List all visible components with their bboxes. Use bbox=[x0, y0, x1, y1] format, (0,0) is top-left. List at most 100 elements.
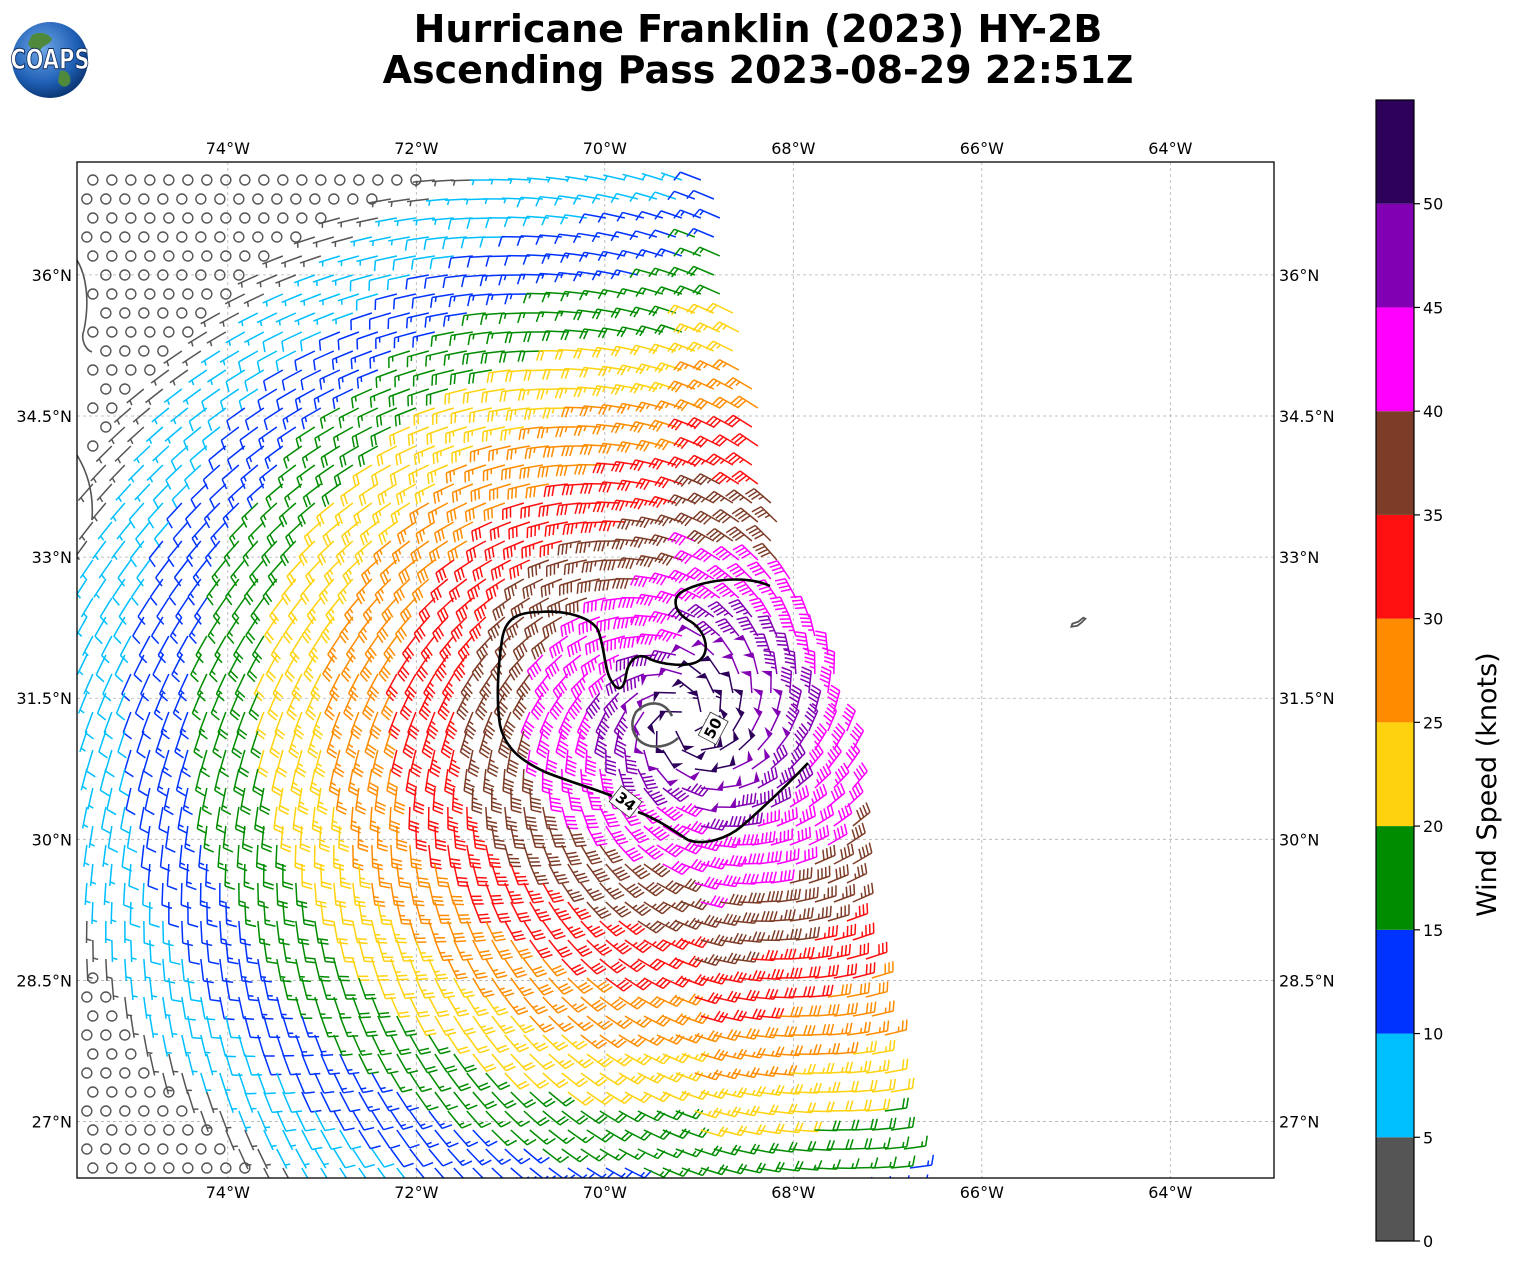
wind-barb bbox=[429, 255, 454, 270]
wind-barb bbox=[84, 882, 91, 905]
wind-barb bbox=[711, 321, 740, 333]
wind-barb bbox=[485, 844, 502, 868]
wind-barb bbox=[449, 369, 473, 385]
wind-barb bbox=[713, 582, 740, 599]
wind-barb bbox=[271, 231, 283, 243]
wind-barb bbox=[267, 692, 279, 721]
wind-barb bbox=[409, 1110, 433, 1130]
wind-barb bbox=[719, 932, 747, 945]
wind-barb bbox=[219, 882, 230, 909]
wind-barb bbox=[673, 512, 702, 527]
wind-barb bbox=[358, 901, 373, 926]
wind-barb bbox=[711, 359, 740, 371]
wind-barb bbox=[119, 193, 131, 205]
wind-barb bbox=[358, 1015, 378, 1038]
wind-barb bbox=[814, 1042, 841, 1055]
wind-barb bbox=[605, 977, 633, 992]
wind-barb bbox=[751, 1026, 779, 1039]
wind-barb bbox=[157, 345, 169, 357]
wind-barb bbox=[132, 407, 151, 425]
wind-barb bbox=[485, 920, 506, 942]
wind-barb bbox=[91, 901, 98, 925]
wind-barb bbox=[357, 407, 379, 428]
colorbar-tick-label: 50 bbox=[1423, 195, 1443, 214]
wind-barb bbox=[395, 616, 411, 643]
wind-barb bbox=[347, 768, 359, 797]
wind-barb bbox=[328, 768, 340, 797]
wind-barb bbox=[434, 1053, 458, 1074]
wind-barb bbox=[93, 578, 107, 599]
wind-barb bbox=[599, 1110, 627, 1124]
wind-barb bbox=[119, 269, 131, 281]
wind-barb bbox=[675, 955, 704, 968]
wind-barb bbox=[138, 345, 150, 357]
wind-barb bbox=[358, 1053, 379, 1075]
wind-barb bbox=[103, 882, 110, 906]
wind-barb bbox=[122, 711, 133, 740]
wind-barb bbox=[92, 540, 107, 561]
wind-barb bbox=[467, 331, 492, 346]
wind-barb bbox=[500, 464, 525, 481]
wind-barb bbox=[295, 749, 307, 778]
wind-barb bbox=[377, 1129, 401, 1150]
wind-barb bbox=[306, 597, 322, 625]
lon-tick-label-bottom: 66°W bbox=[960, 1183, 1004, 1202]
wind-barb bbox=[599, 958, 626, 974]
wind-barb bbox=[584, 749, 597, 777]
wind-barb bbox=[441, 673, 455, 702]
wind-barb bbox=[309, 768, 321, 797]
wind-barb bbox=[488, 178, 511, 185]
wind-barb bbox=[299, 825, 311, 853]
wind-barb bbox=[508, 654, 525, 681]
wind-barb bbox=[352, 1148, 376, 1169]
wind-barb bbox=[106, 1162, 118, 1174]
wind-barb bbox=[602, 635, 626, 653]
wind-barb bbox=[491, 1015, 516, 1035]
wind-barb bbox=[339, 1129, 362, 1150]
wind-barb bbox=[209, 483, 227, 509]
wind-barb bbox=[396, 1167, 406, 1178]
wind-barb bbox=[473, 597, 493, 622]
wind-barb bbox=[558, 711, 573, 740]
wind-barb bbox=[776, 1045, 804, 1057]
wind-barb bbox=[343, 692, 354, 721]
wind-barb bbox=[580, 1110, 608, 1125]
wind-barb bbox=[637, 920, 665, 934]
wind-barb bbox=[430, 578, 449, 603]
wind-barb bbox=[471, 787, 483, 815]
wind-barb bbox=[338, 407, 360, 429]
wind-barb bbox=[390, 749, 403, 778]
wind-barb bbox=[789, 785, 810, 808]
wind-barb bbox=[592, 462, 619, 474]
wind-barb bbox=[648, 534, 677, 547]
wind-barb bbox=[238, 958, 253, 983]
wind-barb bbox=[635, 287, 664, 297]
colorbar-tick-label: 30 bbox=[1423, 610, 1443, 629]
wind-barb bbox=[629, 382, 658, 394]
wind-barb bbox=[294, 388, 316, 410]
colorbar-tick-label: 5 bbox=[1423, 1128, 1433, 1147]
wind-barb bbox=[352, 882, 366, 908]
wind-barb bbox=[129, 901, 141, 928]
wind-barb bbox=[557, 540, 581, 556]
wind-barb bbox=[415, 1167, 426, 1178]
wind-barb bbox=[548, 939, 573, 958]
wind-barb bbox=[692, 246, 721, 257]
wind-barb bbox=[567, 1129, 595, 1144]
wind-barb bbox=[393, 578, 411, 604]
wind-barb bbox=[77, 692, 88, 714]
wind-barb bbox=[170, 407, 189, 425]
wind-barb bbox=[453, 1091, 478, 1110]
wind-barb bbox=[578, 213, 606, 224]
wind-barb bbox=[486, 331, 511, 345]
wind-barb bbox=[719, 971, 747, 984]
wind-barb bbox=[135, 521, 151, 549]
wind-barb bbox=[738, 727, 756, 751]
wind-barb bbox=[654, 324, 683, 336]
wind-barb bbox=[624, 939, 652, 954]
wind-barb bbox=[789, 946, 815, 960]
wind-barb bbox=[487, 616, 506, 642]
wind-barb bbox=[187, 1091, 199, 1114]
wind-barb bbox=[507, 483, 531, 500]
wind-barb bbox=[320, 445, 341, 468]
